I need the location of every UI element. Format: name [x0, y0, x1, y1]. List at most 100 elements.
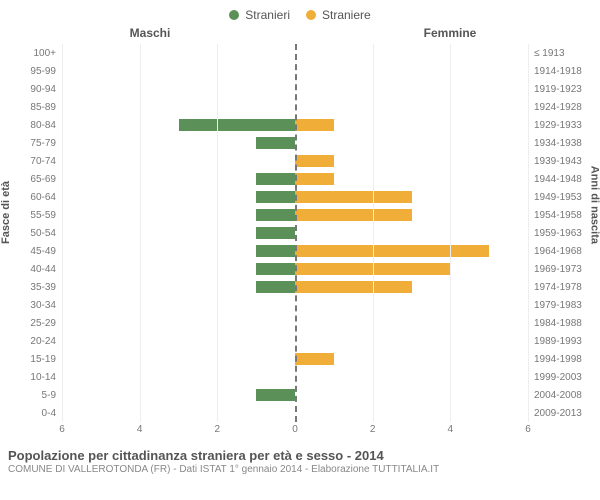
female-half — [295, 65, 528, 77]
male-half — [62, 227, 295, 239]
age-label: 75-79 — [14, 138, 56, 149]
age-label: 45-49 — [14, 246, 56, 257]
gridline — [528, 44, 529, 422]
birth-year-label: 1994-1998 — [534, 354, 594, 365]
age-label: 50-54 — [14, 228, 56, 239]
male-half — [62, 209, 295, 221]
age-label: 10-14 — [14, 372, 56, 383]
gridline — [450, 44, 451, 422]
birth-year-label: 1964-1968 — [534, 246, 594, 257]
male-half — [62, 263, 295, 275]
birth-year-label: 1989-1993 — [534, 336, 594, 347]
female-bar — [295, 191, 412, 203]
gridline — [373, 44, 374, 422]
male-bar — [256, 263, 295, 275]
male-bar — [256, 281, 295, 293]
age-label: 60-64 — [14, 192, 56, 203]
female-half — [295, 407, 528, 419]
age-label: 40-44 — [14, 264, 56, 275]
birth-year-label: 1929-1933 — [534, 120, 594, 131]
birth-year-label: 1914-1918 — [534, 66, 594, 77]
y-left-axis-title: Fasce di età — [0, 181, 12, 244]
age-label: 90-94 — [14, 84, 56, 95]
male-half — [62, 137, 295, 149]
x-tick: 4 — [137, 424, 143, 435]
male-half — [62, 65, 295, 77]
male-half — [62, 389, 295, 401]
female-half — [295, 155, 528, 167]
birth-year-label: 1924-1928 — [534, 102, 594, 113]
header-female: Femmine — [300, 26, 600, 40]
age-label: 55-59 — [14, 210, 56, 221]
male-half — [62, 173, 295, 185]
female-half — [295, 137, 528, 149]
plot-area: Fasce di età Anni di nascita 100+≤ 19139… — [0, 44, 600, 444]
x-tick: 6 — [525, 424, 531, 435]
male-half — [62, 101, 295, 113]
birth-year-label: ≤ 1913 — [534, 48, 594, 59]
female-half — [295, 47, 528, 59]
x-axis: 6420246 — [62, 422, 528, 444]
age-label: 70-74 — [14, 156, 56, 167]
x-tick: 4 — [448, 424, 454, 435]
birth-year-label: 2009-2013 — [534, 408, 594, 419]
legend-label-female: Straniere — [322, 8, 371, 22]
female-half — [295, 353, 528, 365]
age-label: 95-99 — [14, 66, 56, 77]
male-half — [62, 317, 295, 329]
male-half — [62, 371, 295, 383]
female-half — [295, 191, 528, 203]
male-half — [62, 47, 295, 59]
female-half — [295, 299, 528, 311]
zero-axis-line — [295, 44, 297, 422]
female-half — [295, 101, 528, 113]
female-half — [295, 263, 528, 275]
birth-year-label: 1939-1943 — [534, 156, 594, 167]
female-half — [295, 227, 528, 239]
age-label: 0-4 — [14, 408, 56, 419]
male-half — [62, 119, 295, 131]
section-headers: Maschi Femmine — [0, 26, 600, 44]
birth-year-label: 1954-1958 — [534, 210, 594, 221]
gridline — [140, 44, 141, 422]
birth-year-label: 1979-1983 — [534, 300, 594, 311]
x-tick: 6 — [59, 424, 65, 435]
x-tick: 2 — [215, 424, 221, 435]
population-pyramid-chart: Stranieri Straniere Maschi Femmine Fasce… — [0, 0, 600, 500]
age-label: 5-9 — [14, 390, 56, 401]
male-bar — [256, 245, 295, 257]
male-bar — [256, 173, 295, 185]
male-bar — [256, 191, 295, 203]
male-half — [62, 155, 295, 167]
female-half — [295, 371, 528, 383]
birth-year-label: 1969-1973 — [534, 264, 594, 275]
female-bar — [295, 155, 334, 167]
female-bar — [295, 173, 334, 185]
legend-item-male: Stranieri — [229, 8, 290, 22]
gridline — [217, 44, 218, 422]
age-label: 35-39 — [14, 282, 56, 293]
gridline — [62, 44, 63, 422]
female-half — [295, 119, 528, 131]
chart-title: Popolazione per cittadinanza straniera p… — [8, 448, 592, 464]
age-label: 20-24 — [14, 336, 56, 347]
female-bar — [295, 245, 489, 257]
birth-year-label: 1919-1923 — [534, 84, 594, 95]
female-half — [295, 317, 528, 329]
legend-swatch-female — [306, 10, 316, 20]
female-bar — [295, 119, 334, 131]
male-half — [62, 83, 295, 95]
birth-year-label: 1934-1938 — [534, 138, 594, 149]
age-label: 85-89 — [14, 102, 56, 113]
male-bar — [256, 137, 295, 149]
male-half — [62, 407, 295, 419]
male-bar — [179, 119, 296, 131]
legend-swatch-male — [229, 10, 239, 20]
female-half — [295, 83, 528, 95]
male-half — [62, 245, 295, 257]
male-half — [62, 353, 295, 365]
age-label: 65-69 — [14, 174, 56, 185]
birth-year-label: 1949-1953 — [534, 192, 594, 203]
birth-year-label: 1959-1963 — [534, 228, 594, 239]
age-label: 15-19 — [14, 354, 56, 365]
